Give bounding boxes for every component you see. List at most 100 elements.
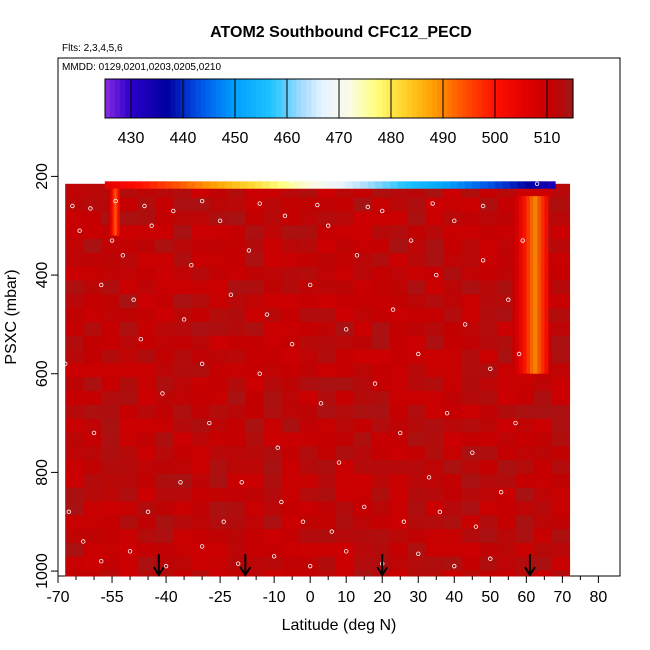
heatmap-cell (353, 391, 372, 406)
heatmap-cell (173, 252, 192, 268)
heatmap-cell (83, 183, 102, 199)
colorbar-slice (487, 79, 494, 118)
heatmap-cell (191, 404, 210, 420)
heatmap-cell (119, 404, 138, 420)
heatmap-top-band-cell (397, 181, 406, 189)
heatmap-top-band-cell (292, 181, 301, 189)
x-tick-label: 10 (337, 589, 355, 606)
heatmap-cell (425, 529, 444, 544)
heatmap-cell (443, 363, 462, 378)
heatmap-cell (299, 377, 318, 392)
heatmap-cell (371, 280, 390, 295)
heatmap-cell (299, 515, 318, 530)
heatmap-cell (155, 404, 174, 420)
heatmap-cell (65, 335, 84, 351)
heatmap-cell (533, 404, 553, 420)
sample-points (63, 164, 540, 569)
heatmap-cell (137, 556, 156, 572)
colorbar-slice (150, 79, 156, 118)
heatmap-cell (299, 529, 318, 544)
heatmap-cell (335, 349, 354, 364)
heatmap-cell (281, 391, 300, 406)
sample-point (99, 282, 104, 288)
flight-arrows (153, 554, 536, 577)
colorbar-tick-label: 450 (222, 130, 249, 147)
heatmap-cell (335, 418, 354, 433)
heatmap-cell (281, 473, 300, 489)
heatmap-cell (101, 473, 120, 489)
heatmap-cell (101, 542, 120, 558)
heatmap-cell (65, 501, 84, 516)
heatmap-cell (209, 418, 228, 433)
heatmap-cell (407, 363, 426, 378)
heatmap-cell (515, 542, 535, 558)
heatmap-cell (461, 335, 480, 351)
x-tick-label: 40 (445, 589, 463, 606)
heatmap-cell (299, 418, 318, 433)
sample-point (163, 563, 169, 569)
heatmap-cell (83, 239, 102, 254)
heatmap-gradient-cell (533, 196, 538, 374)
heatmap-cell (353, 473, 372, 489)
heatmap-cell (191, 280, 210, 295)
heatmap-cell (137, 529, 156, 544)
heatmap-cell (65, 211, 84, 226)
heatmap-cell (317, 501, 336, 516)
heatmap-cell (551, 197, 571, 212)
sample-point (282, 213, 288, 219)
heatmap-cell (227, 515, 246, 530)
heatmap-cell (173, 542, 192, 558)
heatmap-cell (371, 418, 390, 433)
colorbar-slice (386, 79, 393, 118)
colorbar-slice (442, 79, 448, 118)
heatmap-cell (137, 404, 156, 420)
heatmap-cell (443, 349, 462, 364)
heatmap-cell (155, 529, 174, 544)
heatmap-cell (407, 446, 426, 461)
x-tick-label: -25 (209, 589, 232, 606)
heatmap-cell (299, 404, 318, 420)
heatmap-cell (497, 570, 517, 577)
heatmap-cell (173, 404, 192, 420)
heatmap-cell (119, 460, 138, 475)
heatmap-top-band-cell (337, 181, 346, 189)
heatmap-cell (425, 349, 444, 364)
heatmap-cell (155, 335, 174, 351)
heatmap-top-band-cell (390, 181, 399, 189)
heatmap-cell (119, 280, 138, 295)
flight-arrow (239, 554, 252, 577)
heatmap-cell (155, 556, 174, 572)
heatmap-cell (497, 321, 517, 337)
sample-point (228, 292, 234, 297)
heatmap-cell (407, 391, 426, 406)
heatmap-cell (425, 515, 444, 530)
colorbar-tick-label: 460 (274, 130, 301, 147)
heatmap-cell (209, 377, 228, 392)
heatmap-cell (101, 570, 120, 577)
heatmap-cell (389, 570, 408, 577)
sample-point (444, 411, 450, 416)
heatmap-cell (101, 487, 120, 503)
heatmap-cell (173, 529, 192, 544)
heatmap-top-band-cell (239, 181, 248, 189)
heatmap-cell (65, 446, 84, 461)
heatmap-cell (263, 404, 282, 420)
heatmap-cell (83, 391, 102, 406)
heatmap-cell (281, 294, 300, 309)
x-tick-label: 80 (589, 589, 607, 606)
heatmap-cell (83, 460, 102, 475)
sample-point (70, 203, 75, 209)
sample-point (279, 499, 284, 505)
heatmap-cell (335, 280, 354, 295)
sample-point (199, 361, 205, 367)
heatmap-gradient-cell (544, 196, 549, 374)
heatmap-cell (515, 501, 535, 516)
sample-point (416, 351, 421, 357)
heatmap-gradient-cell (118, 183, 120, 236)
colorbar-slice (522, 79, 529, 118)
sample-point (264, 312, 270, 317)
heatmap-cell (497, 446, 517, 461)
heatmap-cell (299, 211, 318, 226)
heatmap-top-band-cell (382, 181, 391, 189)
